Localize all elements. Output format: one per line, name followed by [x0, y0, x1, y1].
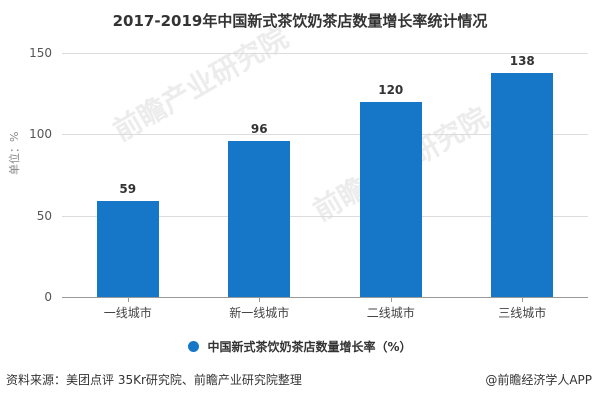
x-tick-mark: [259, 297, 261, 302]
y-axis-label: 单位：%: [8, 131, 21, 175]
x-tick-label: 二线城市: [366, 306, 415, 320]
legend-marker-icon: [188, 341, 200, 352]
gridline: [62, 134, 588, 136]
legend: 中国新式茶饮奶茶店数量增长率（%）: [0, 338, 600, 355]
bar-value-label: 59: [119, 182, 137, 197]
bar: [359, 101, 422, 297]
x-tick-label: 一线城市: [103, 306, 152, 320]
bar: [96, 201, 159, 297]
y-tick-label: 150: [29, 46, 52, 60]
x-tick-mark: [390, 297, 392, 302]
credit-note: @前瞻经济学人APP: [485, 373, 592, 387]
x-tick-mark: [127, 297, 129, 302]
bar-value-label: 96: [250, 121, 268, 136]
x-tick-label: 三线城市: [498, 306, 547, 320]
x-tick-label: 新一线城市: [229, 306, 290, 320]
gridline: [62, 53, 588, 54]
bar: [491, 72, 554, 297]
y-tick-label: 0: [44, 290, 52, 304]
legend-label: 中国新式茶饮奶茶店数量增长率（%）: [207, 340, 412, 354]
bar: [228, 140, 291, 297]
bar-value-label: 138: [509, 53, 535, 68]
bar-value-label: 120: [378, 82, 404, 97]
source-note: 资料来源：美团点评 35Kr研究院、前瞻产业研究院整理: [6, 373, 302, 387]
y-tick-label: 100: [29, 127, 52, 142]
x-tick-mark: [522, 297, 524, 302]
chart-title: 2017-2019年中国新式茶饮奶茶店数量增长率统计情况: [112, 12, 488, 30]
x-axis-line: [62, 297, 588, 298]
y-tick-label: 50: [36, 208, 52, 223]
gridline: [62, 215, 588, 217]
